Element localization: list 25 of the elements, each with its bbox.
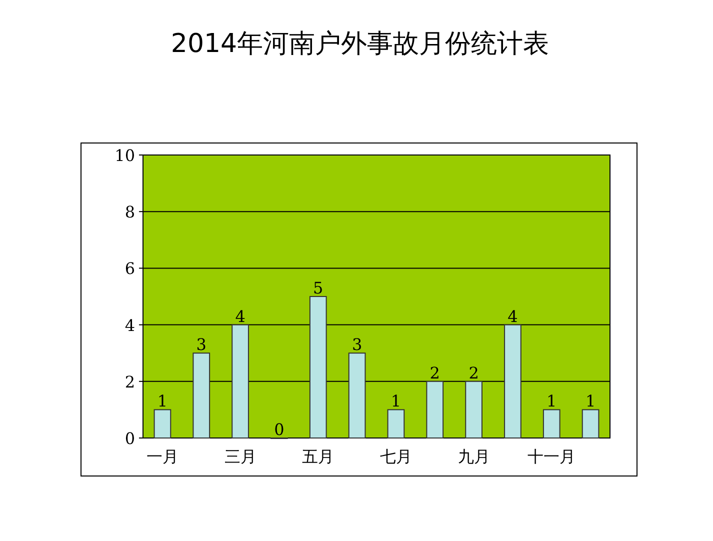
data-label: 2	[468, 363, 479, 382]
y-tick-label: 8	[124, 202, 135, 222]
data-label: 0	[274, 420, 284, 439]
data-label: 4	[508, 306, 518, 326]
x-tick-label: 一月	[146, 447, 178, 466]
y-tick-label: 0	[124, 429, 135, 448]
data-label: 5	[313, 278, 324, 298]
title: 2014年河南户外事故月份统计表	[170, 29, 550, 59]
y-tick-label: 6	[124, 259, 135, 278]
x-tick-label: 十一月	[528, 447, 576, 466]
data-label: 1	[585, 392, 596, 411]
y-tick-label: 10	[114, 146, 135, 165]
data-label: 4	[235, 306, 246, 326]
y-tick-label: 2	[124, 372, 135, 392]
x-tick-label: 五月	[302, 447, 334, 466]
data-label: 3	[196, 335, 206, 354]
data-label: 1	[157, 392, 168, 411]
data-label: 1	[390, 392, 402, 411]
y-tick-label: 4	[124, 316, 135, 335]
data-label: 2	[430, 363, 440, 382]
data-label: 1	[546, 392, 557, 411]
x-tick-label: 九月	[458, 447, 490, 466]
x-tick-label: 七月	[380, 447, 412, 466]
x-tick-label: 三月	[224, 447, 256, 466]
data-label: 3	[352, 335, 362, 354]
